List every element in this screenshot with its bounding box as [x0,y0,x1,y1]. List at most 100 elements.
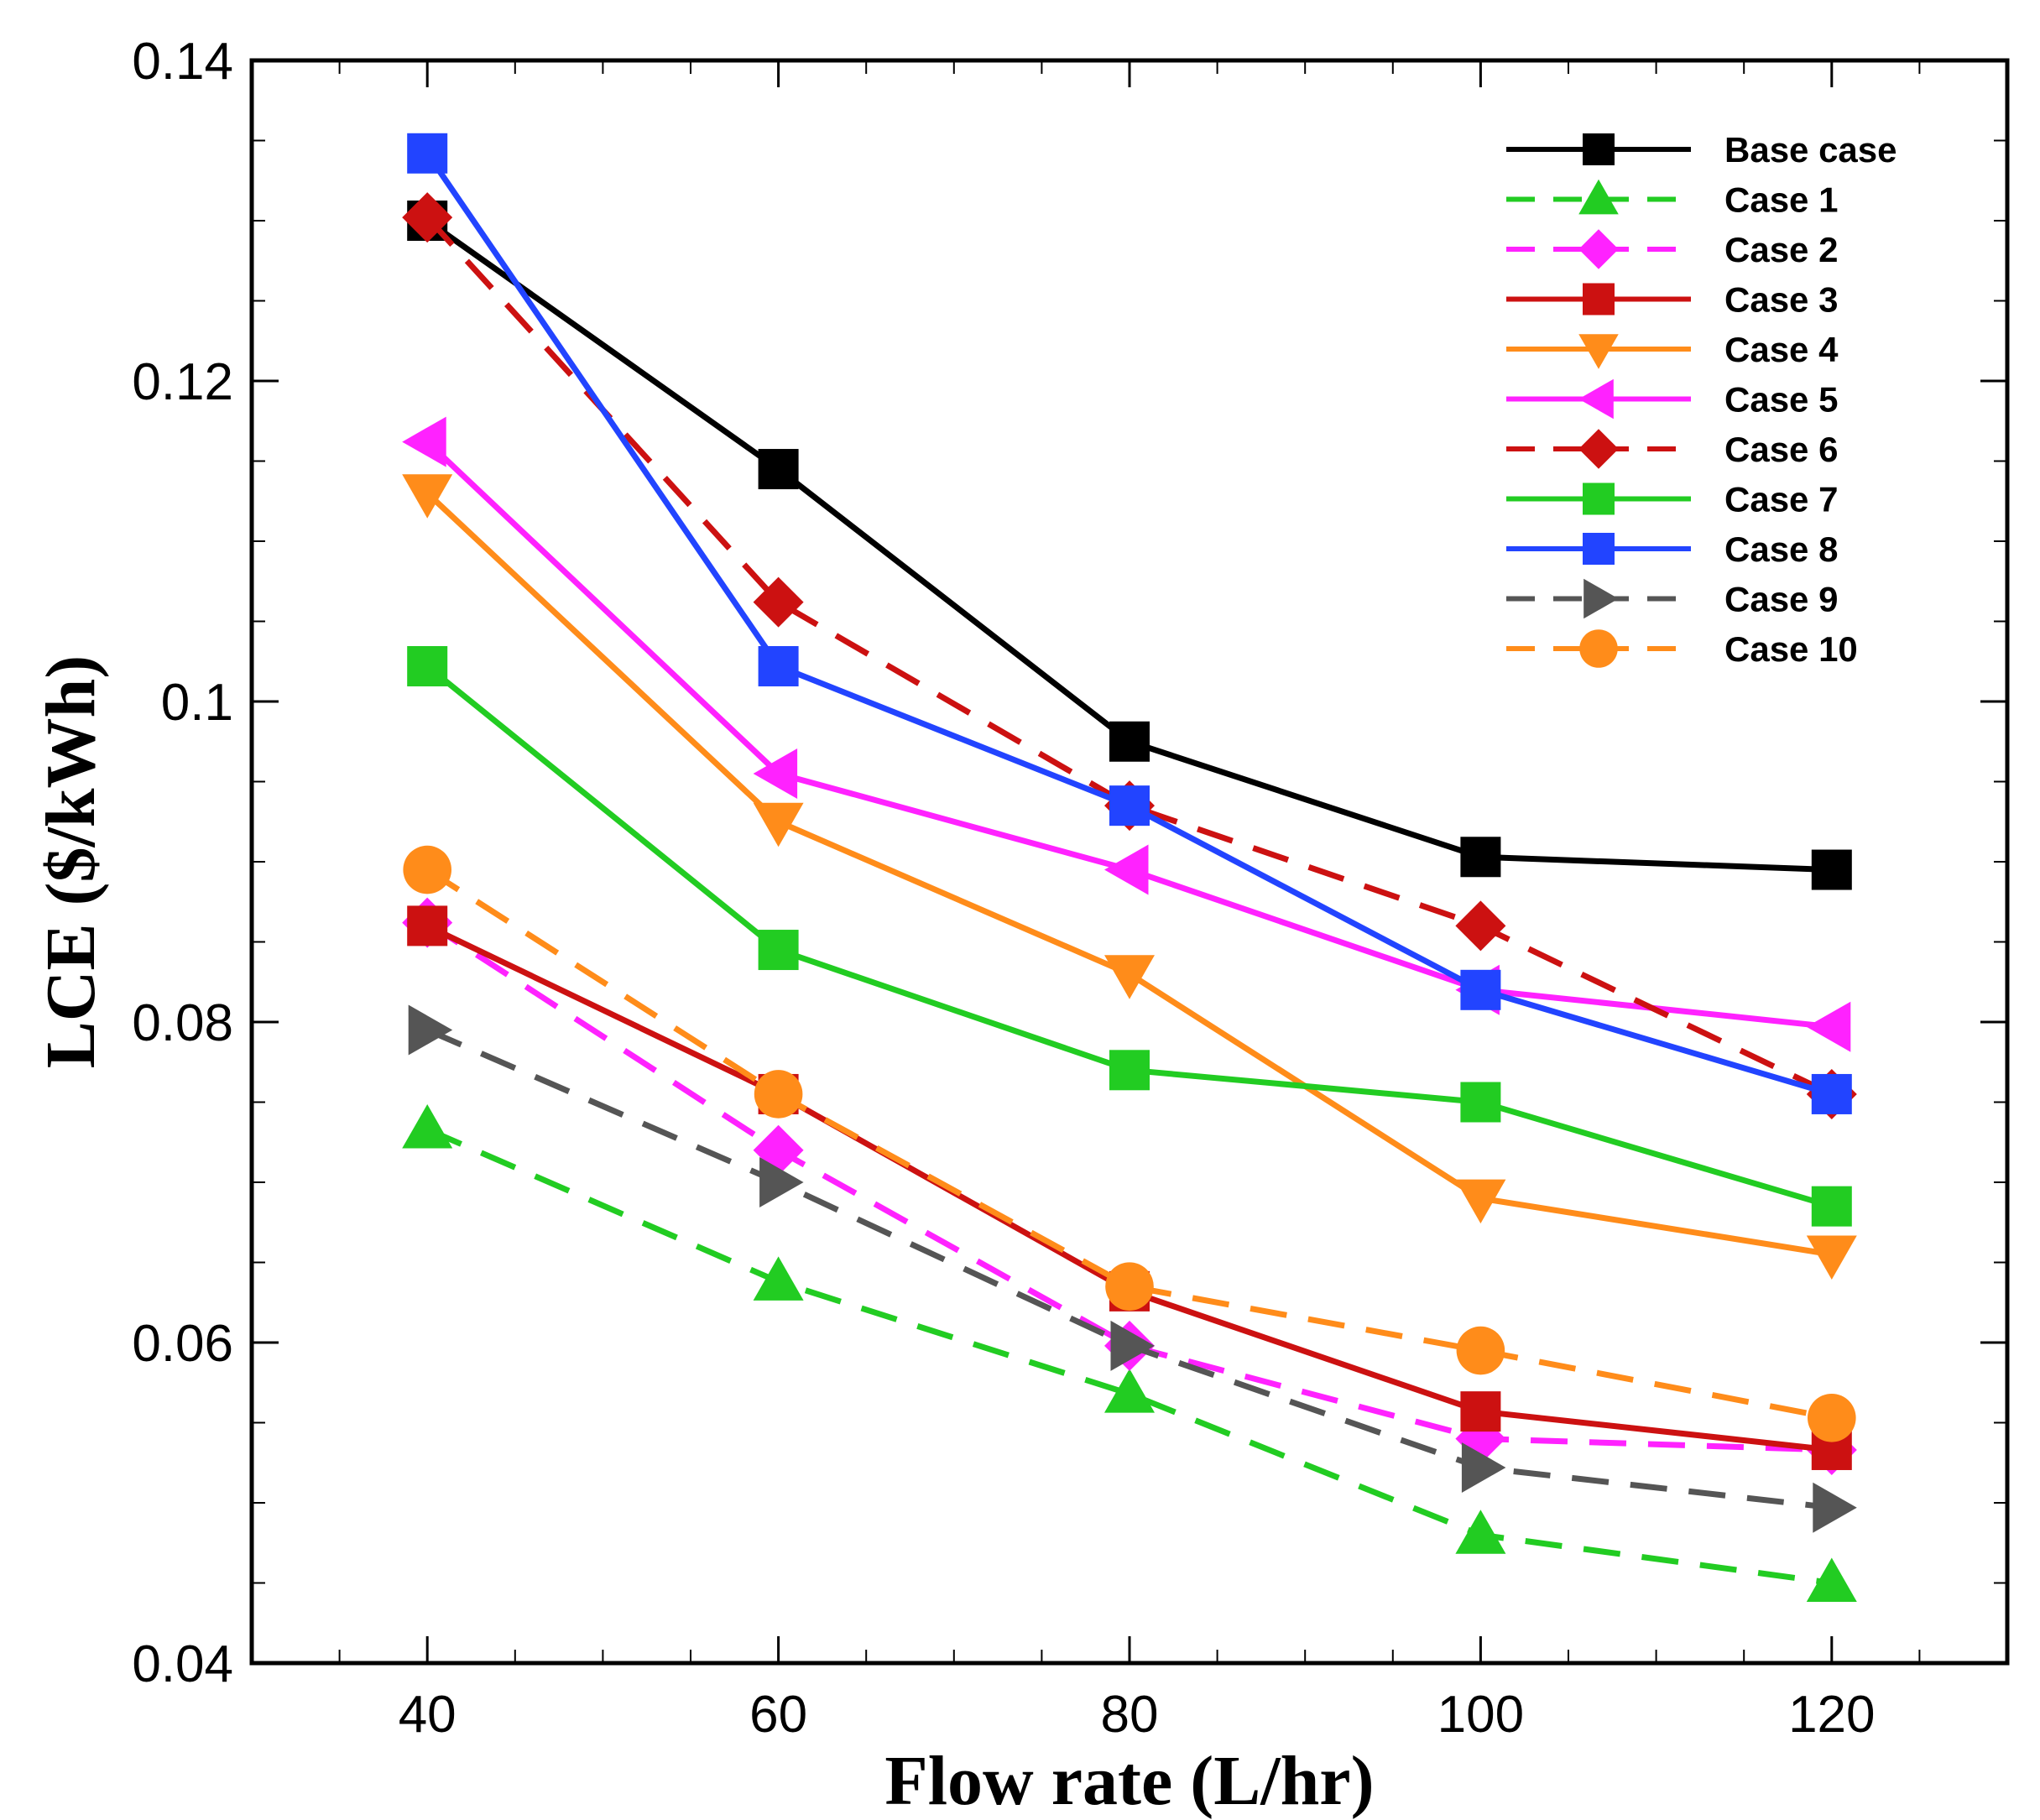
data-point [1109,721,1150,762]
legend-entry: Case 3 [1506,280,1838,320]
data-point [759,1157,804,1207]
legend-marker [1583,482,1615,515]
legend-entry: Base case [1506,130,1897,169]
series-line [425,867,1833,1421]
legend-entry: Case 9 [1506,578,1838,619]
data-point [1811,1073,1852,1114]
legend-label: Case 6 [1724,430,1838,469]
data-point [1808,1393,1856,1442]
data-point [1109,1050,1150,1091]
series-11 [403,845,1856,1442]
legend-marker [1578,334,1619,369]
data-point [407,133,448,174]
data-point [1104,844,1149,895]
legend-label: Case 5 [1724,380,1838,420]
series-layer [402,133,1857,1602]
x-tick-label: 40 [399,1686,457,1744]
data-point [1110,1320,1155,1371]
legend-entry: Case 8 [1506,529,1838,569]
data-point [408,1004,453,1056]
legend-label: Case 4 [1724,330,1839,369]
y-tick-label: 0.1 [161,674,233,732]
data-point [753,576,804,628]
legend-label: Case 2 [1724,230,1838,269]
legend-entry: Case 5 [1506,378,1838,420]
legend-marker [1578,229,1619,269]
data-point [402,1103,453,1149]
data-point [402,416,446,467]
y-tick-label: 0.12 [132,353,233,411]
data-point [407,645,448,686]
data-point [1104,1369,1155,1413]
legend-entry: Case 4 [1506,330,1839,369]
data-point [1460,1391,1501,1432]
series-line [425,218,1832,873]
data-point [1455,900,1506,952]
data-point [407,905,448,947]
data-point [1460,969,1501,1010]
data-point [1811,849,1852,890]
data-point [402,474,453,519]
series-10 [408,1004,1857,1533]
data-point [402,192,453,243]
series-2 [402,1103,1857,1602]
series-line [425,1126,1833,1586]
y-tick-label: 0.06 [132,1315,233,1373]
data-point [1104,955,1155,999]
data-point [1813,1482,1857,1533]
data-point [758,645,799,686]
series-1 [407,201,1852,890]
data-point [1105,1262,1154,1311]
y-tick-label: 0.08 [132,994,233,1052]
legend-marker [1583,283,1615,316]
legend-marker [1583,533,1615,565]
legend-label: Case 7 [1724,480,1838,519]
legend-entry: Case 7 [1506,480,1838,519]
data-point [753,748,798,799]
data-point [1455,1510,1506,1554]
legend: Base case Case 1 Case 2 Case 3 Case 4 Case 5 C… [1506,130,1897,669]
data-point [753,802,804,847]
legend-label: Base case [1724,130,1897,169]
legend-marker [1583,133,1615,165]
legend-marker [1578,378,1614,420]
data-point [1806,1557,1857,1602]
data-point [1461,1442,1506,1493]
legend-label: Case 9 [1724,580,1838,619]
y-axis-title: LCE ($/kWh) [32,655,110,1068]
data-point [1460,837,1501,878]
data-point [1455,1179,1506,1224]
legend-entry: Case 6 [1506,429,1838,469]
data-point [1811,1186,1852,1227]
data-point [403,845,451,894]
series-line [425,215,1834,1098]
data-point [1460,1082,1501,1123]
data-point [754,1070,803,1119]
x-tick-label: 80 [1101,1686,1159,1744]
legend-entry: Case 2 [1506,229,1838,269]
x-tick-label: 100 [1437,1686,1524,1744]
y-tick-label: 0.14 [132,33,233,91]
legend-entry: Case 10 [1506,629,1858,669]
series-8 [407,645,1852,1227]
legend-entry: Case 1 [1506,179,1838,220]
series-9 [407,133,1852,1114]
legend-marker [1579,629,1618,668]
data-point [1109,785,1150,827]
data-point [753,1256,804,1301]
legend-marker [1578,429,1619,469]
data-point [1806,1001,1851,1052]
legend-label: Case 1 [1724,180,1838,220]
x-tick-label: 120 [1788,1686,1875,1744]
data-point [758,930,799,971]
x-tick-label: 60 [749,1686,807,1744]
legend-label: Case 3 [1724,280,1838,320]
data-point [1806,1235,1857,1280]
data-point [758,449,799,490]
legend-marker [1578,179,1619,215]
data-point [1456,1326,1505,1375]
series-line [425,920,1832,1453]
legend-label: Case 8 [1724,529,1838,569]
